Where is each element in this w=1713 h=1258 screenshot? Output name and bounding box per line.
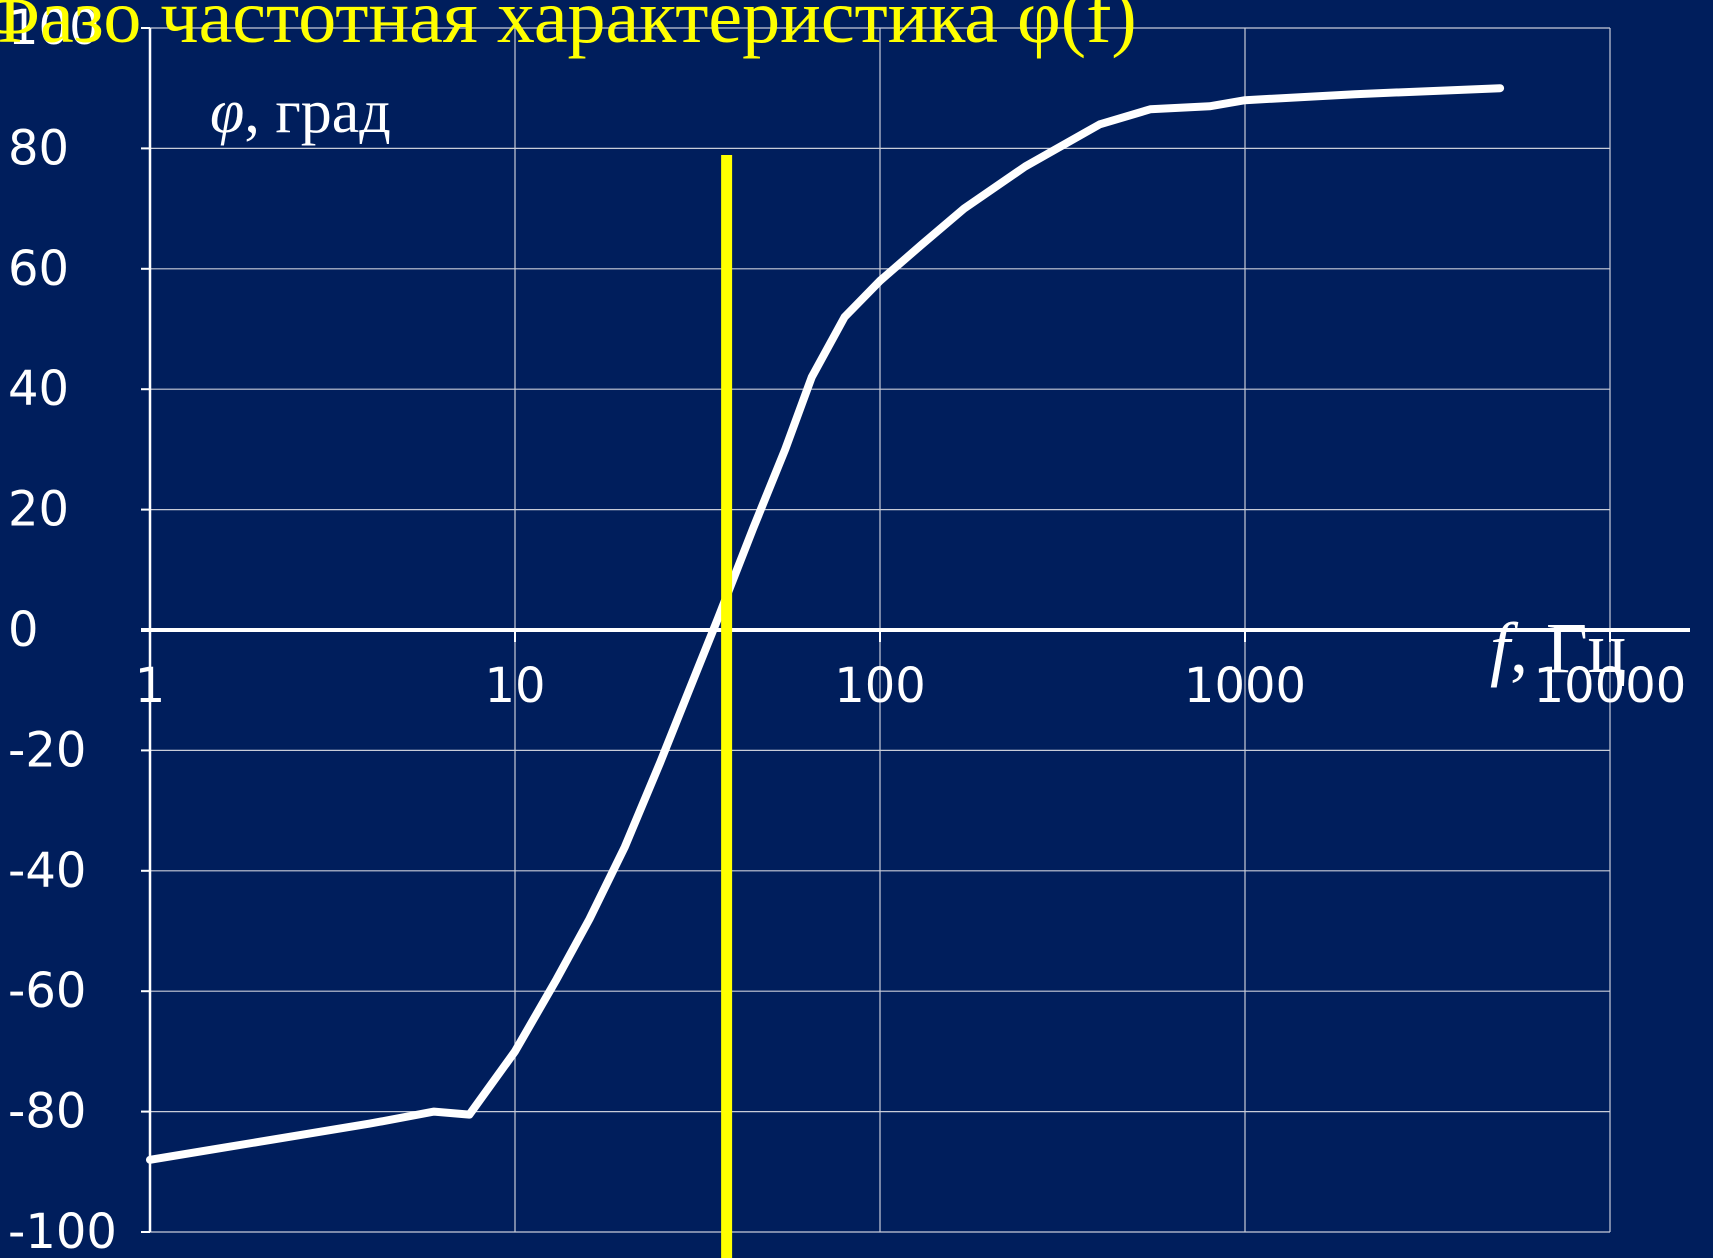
y-tick-label: 60: [8, 241, 69, 297]
x-axis-label: f, Гц: [1490, 608, 1626, 688]
y-tick-label: 100: [8, 0, 100, 56]
y-tick-label: -40: [8, 843, 86, 899]
x-tick-label: 1000: [1184, 658, 1306, 714]
y-tick-label: 20: [8, 482, 69, 538]
y-axis-label: φ, град: [210, 78, 391, 146]
y-axis-unit: , град: [244, 78, 391, 146]
series-line: [146, 84, 1505, 1164]
x-tick-label: 10000: [1534, 658, 1687, 714]
y-axis-symbol: φ: [210, 78, 244, 146]
x-axis-unit: , Гц: [1510, 608, 1626, 688]
labels-group: Фазо частотная характеристика φ(f) φ, гра…: [0, 0, 1626, 688]
axes: [141, 27, 1690, 1233]
y-tick-label: -100: [8, 1204, 117, 1258]
tick-labels: 100 80 60 40 20 0 -20 -40 -60 -80 -100 1 10 100 1000 10…: [8, 0, 1686, 1258]
x-tick-label: 100: [834, 658, 926, 714]
y-tick-label: -80: [8, 1084, 86, 1140]
x-tick-label: 1: [135, 658, 166, 714]
y-tick-label: -20: [8, 722, 86, 778]
y-tick-label: 40: [8, 361, 69, 417]
x-tick-label: 10: [484, 658, 545, 714]
chart-title: Фазо частотная характеристика φ(f): [0, 0, 1137, 59]
y-tick-label: 0: [8, 602, 39, 658]
series-group: [146, 84, 1505, 1164]
y-tick-label: 80: [8, 120, 69, 176]
y-tick-label: -60: [8, 963, 86, 1019]
